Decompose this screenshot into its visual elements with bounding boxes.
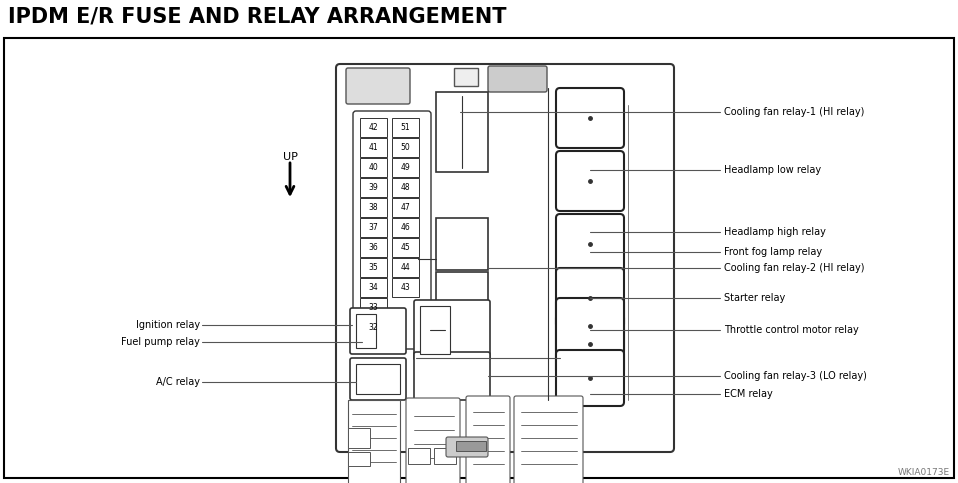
FancyBboxPatch shape xyxy=(514,396,583,483)
Bar xyxy=(392,258,419,277)
Bar xyxy=(392,158,419,177)
Text: 47: 47 xyxy=(400,203,410,212)
FancyBboxPatch shape xyxy=(556,314,624,374)
Bar xyxy=(360,258,387,277)
FancyBboxPatch shape xyxy=(350,358,406,400)
Bar xyxy=(348,400,400,483)
Text: Throttle control motor relay: Throttle control motor relay xyxy=(724,325,858,335)
Text: Cooling fan relay-1 (HI relay): Cooling fan relay-1 (HI relay) xyxy=(724,107,864,117)
Text: 42: 42 xyxy=(369,123,378,132)
Text: 40: 40 xyxy=(369,163,378,172)
Bar xyxy=(348,452,370,466)
FancyBboxPatch shape xyxy=(414,352,490,400)
Bar xyxy=(392,198,419,217)
Text: Starter relay: Starter relay xyxy=(724,293,786,303)
Bar xyxy=(408,448,430,464)
Bar xyxy=(360,158,387,177)
Bar xyxy=(360,278,387,297)
Text: 34: 34 xyxy=(369,283,378,292)
Bar xyxy=(392,178,419,197)
Bar xyxy=(392,138,419,157)
Text: Headlamp low relay: Headlamp low relay xyxy=(724,165,821,175)
Bar xyxy=(348,428,370,448)
Text: 32: 32 xyxy=(369,323,378,332)
Text: 51: 51 xyxy=(400,123,410,132)
Bar xyxy=(454,68,478,86)
Text: Cooling fan relay-2 (HI relay): Cooling fan relay-2 (HI relay) xyxy=(724,263,864,273)
Bar xyxy=(360,298,387,317)
Bar xyxy=(360,218,387,237)
Bar xyxy=(436,272,488,318)
Text: IPDM E/R FUSE AND RELAY ARRANGEMENT: IPDM E/R FUSE AND RELAY ARRANGEMENT xyxy=(8,6,507,26)
Text: 38: 38 xyxy=(369,203,378,212)
Text: 50: 50 xyxy=(400,143,410,152)
Text: 41: 41 xyxy=(369,143,378,152)
Bar xyxy=(360,138,387,157)
Text: Front fog lamp relay: Front fog lamp relay xyxy=(724,247,822,257)
Bar xyxy=(392,278,419,297)
Text: 35: 35 xyxy=(369,263,378,272)
FancyBboxPatch shape xyxy=(446,437,488,457)
FancyBboxPatch shape xyxy=(556,268,624,328)
Text: A/C relay: A/C relay xyxy=(156,377,200,387)
FancyBboxPatch shape xyxy=(406,398,460,483)
Bar xyxy=(434,448,456,464)
Bar xyxy=(360,238,387,257)
FancyBboxPatch shape xyxy=(350,308,406,354)
Bar xyxy=(360,318,387,337)
FancyBboxPatch shape xyxy=(556,151,624,211)
Text: Headlamp high relay: Headlamp high relay xyxy=(724,227,826,237)
FancyBboxPatch shape xyxy=(556,214,624,274)
Text: 45: 45 xyxy=(400,243,410,252)
FancyBboxPatch shape xyxy=(466,396,510,483)
Bar xyxy=(392,218,419,237)
Bar xyxy=(420,306,450,354)
Bar xyxy=(360,118,387,137)
FancyBboxPatch shape xyxy=(556,298,624,354)
FancyBboxPatch shape xyxy=(556,88,624,148)
Text: 44: 44 xyxy=(400,263,410,272)
Text: 39: 39 xyxy=(369,183,378,192)
Text: WKIA0173E: WKIA0173E xyxy=(898,468,950,477)
FancyBboxPatch shape xyxy=(336,64,674,452)
Text: 37: 37 xyxy=(369,223,378,232)
Text: UP: UP xyxy=(283,152,297,162)
Text: 49: 49 xyxy=(400,163,410,172)
Bar xyxy=(356,314,376,348)
Text: 33: 33 xyxy=(369,303,378,312)
Bar xyxy=(360,198,387,217)
Text: ECM relay: ECM relay xyxy=(724,389,773,399)
FancyBboxPatch shape xyxy=(353,111,431,349)
Text: 36: 36 xyxy=(369,243,378,252)
Bar xyxy=(436,92,488,172)
Bar xyxy=(456,441,486,451)
Text: 46: 46 xyxy=(400,223,410,232)
FancyBboxPatch shape xyxy=(488,66,547,92)
Bar xyxy=(392,118,419,137)
FancyBboxPatch shape xyxy=(556,350,624,406)
FancyBboxPatch shape xyxy=(346,68,410,104)
Bar xyxy=(436,218,488,270)
Text: Cooling fan relay-3 (LO relay): Cooling fan relay-3 (LO relay) xyxy=(724,371,867,381)
Bar xyxy=(356,364,400,394)
Text: 48: 48 xyxy=(400,183,410,192)
Text: 43: 43 xyxy=(400,283,410,292)
Text: Fuel pump relay: Fuel pump relay xyxy=(121,337,200,347)
Bar xyxy=(360,178,387,197)
FancyBboxPatch shape xyxy=(414,300,490,360)
Text: Ignition relay: Ignition relay xyxy=(136,320,200,330)
Bar xyxy=(392,238,419,257)
